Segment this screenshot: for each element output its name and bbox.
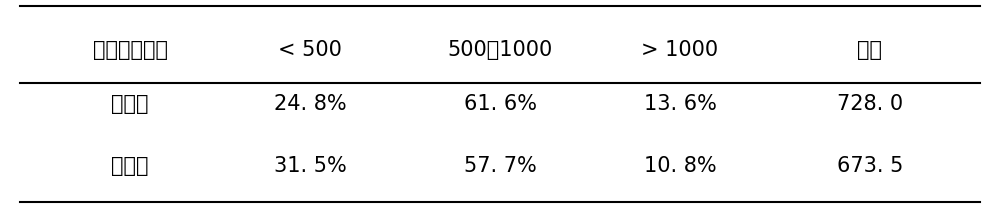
- Text: 61. 6%: 61. 6%: [464, 94, 536, 114]
- Text: 13. 6%: 13. 6%: [644, 94, 716, 114]
- Text: 相对分子质量: 相对分子质量: [92, 40, 168, 60]
- Text: > 1000: > 1000: [641, 40, 719, 60]
- Text: 673. 5: 673. 5: [837, 156, 903, 176]
- Text: 728. 0: 728. 0: [837, 94, 903, 114]
- Text: 平均: 平均: [858, 40, 883, 60]
- Text: 31. 5%: 31. 5%: [274, 156, 346, 176]
- Text: 处理后: 处理后: [111, 156, 149, 176]
- Text: 24. 8%: 24. 8%: [274, 94, 346, 114]
- Text: 57. 7%: 57. 7%: [464, 156, 536, 176]
- Text: 处理前: 处理前: [111, 94, 149, 114]
- Text: < 500: < 500: [278, 40, 342, 60]
- Text: 10. 8%: 10. 8%: [644, 156, 716, 176]
- Text: 500～1000: 500～1000: [447, 40, 553, 60]
